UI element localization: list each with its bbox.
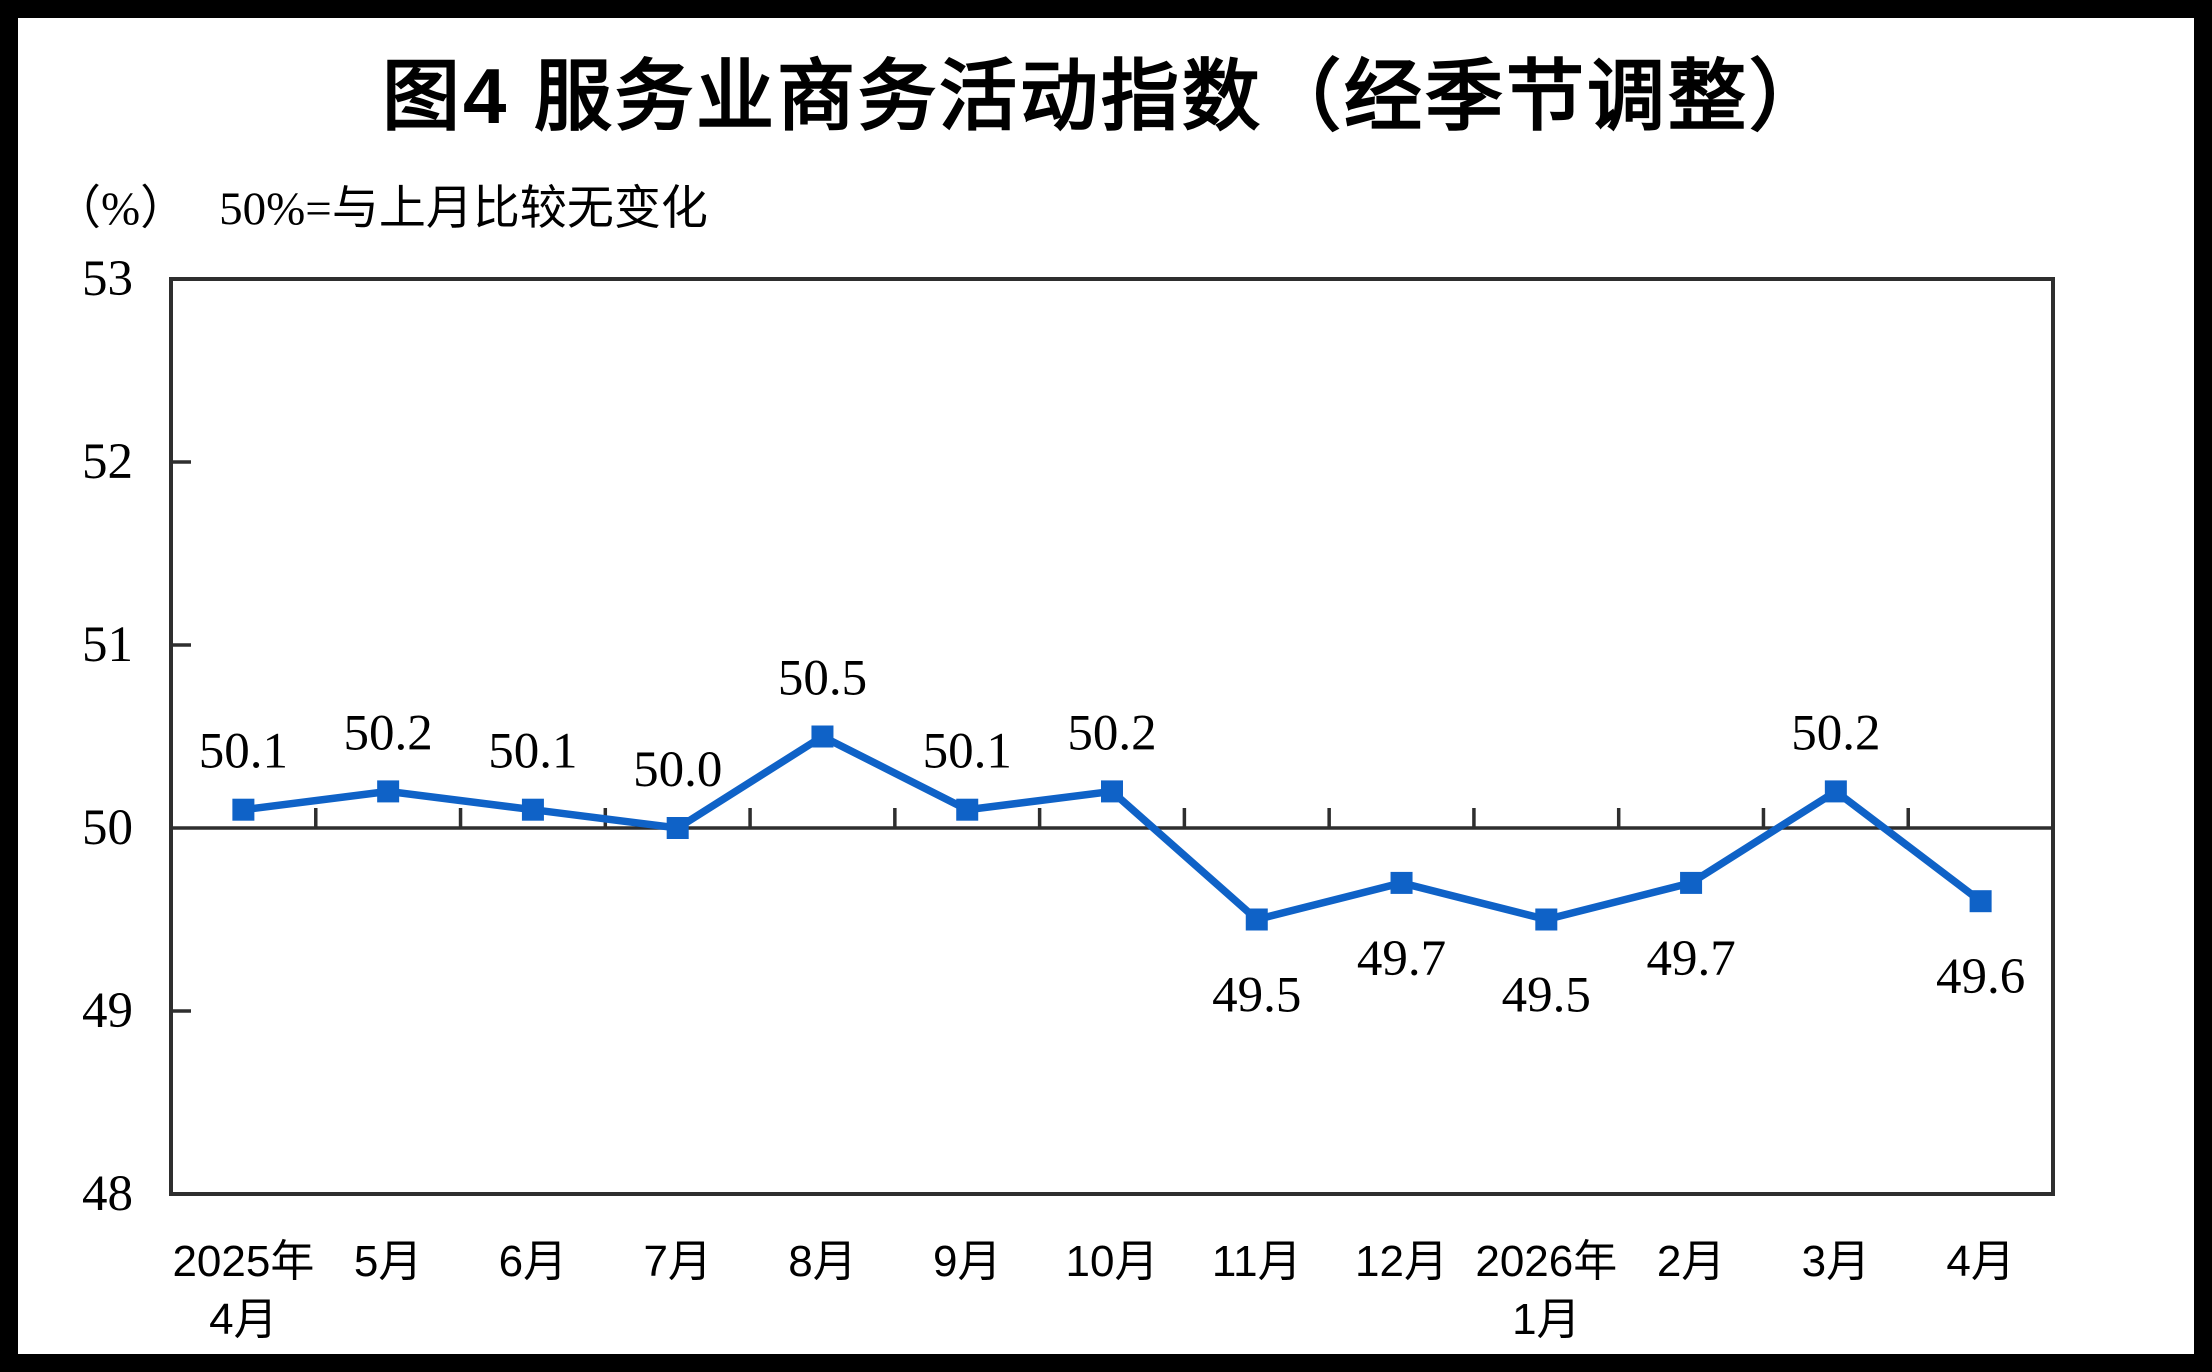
x-axis-label: 8月 bbox=[788, 1237, 856, 1286]
data-point-label: 49.7 bbox=[1646, 931, 1735, 987]
data-point-label: 50.2 bbox=[344, 705, 433, 761]
data-point-marker bbox=[1680, 871, 1703, 894]
data-point-label: 50.1 bbox=[199, 724, 288, 780]
data-point-marker bbox=[232, 798, 255, 821]
x-axis-label: 9月 bbox=[933, 1237, 1001, 1286]
axis-note: （%） 50%=与上月比较无变化 bbox=[54, 183, 708, 236]
x-axis-label: 2026年 1月 bbox=[1475, 1237, 1617, 1344]
x-axis-label: 12月 bbox=[1355, 1237, 1448, 1286]
data-point-label: 49.7 bbox=[1357, 931, 1446, 987]
data-point-marker bbox=[1390, 871, 1413, 894]
data-point-marker bbox=[1535, 908, 1558, 931]
x-axis-label: 7月 bbox=[643, 1237, 711, 1286]
data-point-label: 50.1 bbox=[923, 724, 1012, 780]
y-axis-tick-label: 50 bbox=[82, 800, 133, 856]
y-axis-tick-label: 51 bbox=[82, 617, 133, 673]
x-axis-label: 4月 bbox=[1946, 1237, 2014, 1286]
y-axis-tick-label: 49 bbox=[82, 983, 133, 1039]
data-point-label: 50.5 bbox=[778, 651, 867, 707]
x-axis-label: 2025年 4月 bbox=[172, 1237, 314, 1344]
data-point-marker bbox=[377, 780, 400, 803]
data-point-marker bbox=[956, 798, 979, 821]
figure-title: 图4 服务业商务活动指数（经季节调整） bbox=[381, 52, 1831, 140]
data-point-marker bbox=[1824, 780, 1847, 803]
data-point-marker bbox=[1245, 908, 1268, 931]
y-axis-tick-label: 48 bbox=[82, 1166, 133, 1222]
data-point-label: 50.2 bbox=[1067, 705, 1156, 761]
figure-canvas: 图4 服务业商务活动指数（经季节调整） （%） 50%=与上月比较无变化 48 49… bbox=[18, 18, 2194, 1354]
data-point-label: 50.1 bbox=[488, 724, 577, 780]
data-point-marker bbox=[666, 817, 689, 839]
data-point-label: 50.0 bbox=[633, 742, 722, 798]
y-axis-tick-label: 53 bbox=[82, 251, 133, 307]
data-point-label: 50.2 bbox=[1791, 705, 1880, 761]
data-point-label: 49.6 bbox=[1936, 949, 2025, 1005]
x-axis-label: 6月 bbox=[499, 1237, 567, 1286]
reference-line-note: 50%=与上月比较无变化 bbox=[219, 183, 708, 235]
x-axis-label: 10月 bbox=[1066, 1237, 1159, 1286]
data-point-marker bbox=[811, 725, 834, 748]
x-axis-label: 2月 bbox=[1657, 1237, 1725, 1286]
data-point-marker bbox=[1101, 780, 1123, 803]
data-point-label: 49.5 bbox=[1212, 968, 1301, 1024]
line-chart: 48 49 50 51 52 53 50.1 50.2 50.1 50.0 50.5 50.1 50.2… bbox=[82, 251, 2055, 1344]
x-axis-label: 11月 bbox=[1212, 1237, 1302, 1286]
x-axis-label: 5月 bbox=[354, 1237, 422, 1286]
data-point-label: 49.5 bbox=[1502, 968, 1591, 1024]
y-axis-unit-label: （%） bbox=[54, 183, 188, 235]
data-point-marker bbox=[521, 798, 544, 821]
x-axis-label: 3月 bbox=[1802, 1237, 1870, 1286]
y-axis-tick-label: 52 bbox=[82, 434, 133, 490]
data-point-marker bbox=[1969, 890, 1992, 913]
plot-border bbox=[169, 277, 2055, 1196]
